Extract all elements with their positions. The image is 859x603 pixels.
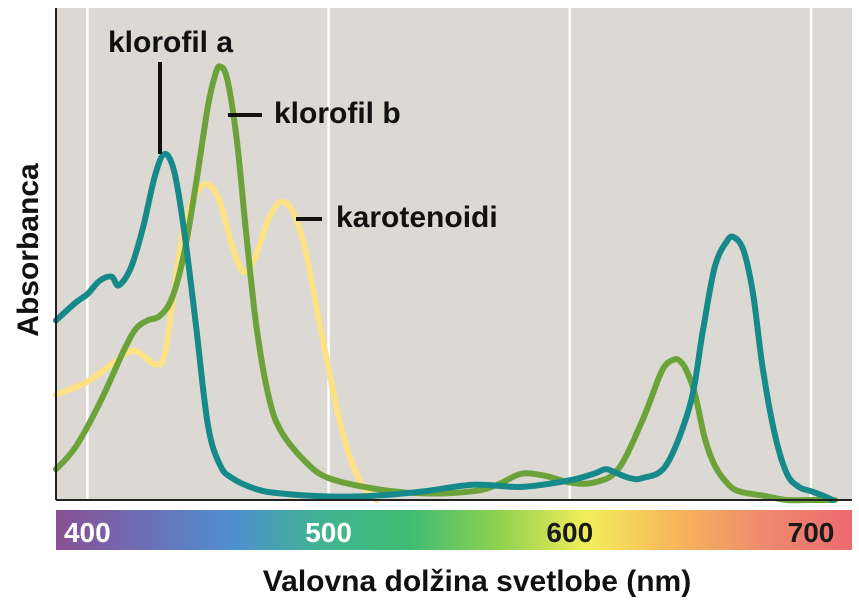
series-lines [53,63,839,504]
label-klorofil-b: klorofil b [274,97,401,130]
x-tick-label-700: 700 [788,517,835,548]
x-axis-title: Valovna dolžina svetlobe (nm) [263,565,691,598]
spectrum-bar [56,510,852,550]
series-line-klorofil-a [53,150,836,503]
y-axis-title: Absorbanca [12,163,45,337]
x-tick-label-600: 600 [546,517,593,548]
plot-background [56,8,852,500]
label-karotenoidi: karotenoidi [336,201,498,234]
series-annotations: klorofil a klorofil b karotenoidi [108,26,498,234]
x-tick-label-400: 400 [64,517,111,548]
series-line-karotenoidi [53,181,380,503]
x-tick-labels: 400 500 600 700 [64,517,834,548]
label-klorofil-a: klorofil a [108,26,233,59]
grid-lines [86,8,813,500]
x-tick-label-500: 500 [305,517,352,548]
